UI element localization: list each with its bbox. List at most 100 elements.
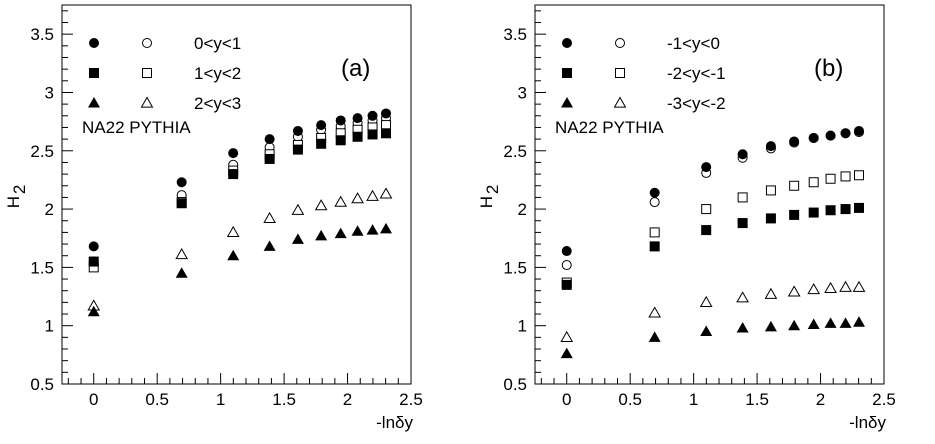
data-point-filled-triangle xyxy=(736,322,749,333)
annotation-generators: NA22 PYTHIA xyxy=(555,118,664,137)
data-point-filled-square xyxy=(561,279,572,290)
panel-label: (a) xyxy=(341,55,370,82)
data-point-filled-square xyxy=(88,256,99,267)
y-axis-title-subscript: 2 xyxy=(483,185,502,194)
data-point-filled-circle xyxy=(808,132,819,143)
legend-open-circle-marker xyxy=(142,38,152,48)
y-tick-label: 3 xyxy=(518,83,527,102)
data-point-filled-circle xyxy=(292,125,303,136)
legend-filled-square-marker xyxy=(89,68,99,78)
data-point-open-square xyxy=(701,204,712,215)
x-tick-label: 0 xyxy=(562,390,571,409)
legend-open-triangle-marker xyxy=(140,96,154,108)
data-point-filled-square xyxy=(825,205,836,216)
data-point-filled-triangle xyxy=(263,240,276,251)
y-tick-label: 0.5 xyxy=(30,375,54,394)
y-tick-label: 3.5 xyxy=(503,25,527,44)
x-axis-title: -lnδy xyxy=(376,413,413,432)
data-point-open-square xyxy=(840,171,851,182)
y-axis-title: H xyxy=(4,196,23,208)
data-point-filled-triangle xyxy=(291,233,304,244)
plot-frame xyxy=(534,4,885,385)
data-point-filled-circle xyxy=(561,246,572,257)
y-tick-label: 2.5 xyxy=(503,142,527,161)
data-point-filled-square xyxy=(335,135,346,146)
x-tick-label: 1.5 xyxy=(272,390,296,409)
x-tick-label: 0.5 xyxy=(618,390,642,409)
data-point-filled-square xyxy=(808,207,819,218)
data-point-open-circle xyxy=(649,197,660,208)
data-point-filled-square xyxy=(316,138,327,149)
data-point-filled-square xyxy=(789,209,800,220)
legend-label: 0<y<1 xyxy=(194,34,241,53)
data-point-filled-square xyxy=(367,129,378,140)
x-tick-label: 2.5 xyxy=(399,390,423,409)
data-point-filled-triangle xyxy=(366,224,379,235)
y-tick-label: 2 xyxy=(45,200,54,219)
data-point-open-triangle xyxy=(175,248,189,260)
data-point-filled-triangle xyxy=(351,225,364,236)
data-point-filled-square xyxy=(701,225,712,236)
y-axis-title-group: H2 xyxy=(4,185,29,209)
legend-open-triangle-marker xyxy=(613,96,627,108)
data-point-filled-square xyxy=(352,131,363,142)
x-tick-label: 1 xyxy=(689,390,698,409)
data-point-filled-triangle xyxy=(648,331,661,342)
data-point-filled-triangle xyxy=(807,318,820,330)
data-point-open-triangle xyxy=(314,199,328,211)
data-point-filled-triangle xyxy=(824,317,837,328)
data-point-filled-circle xyxy=(264,134,275,145)
legend-filled-square-marker xyxy=(562,68,572,78)
data-point-open-triangle xyxy=(839,280,852,292)
data-point-filled-circle xyxy=(335,115,346,126)
data-point-filled-square xyxy=(840,204,851,215)
data-point-filled-circle xyxy=(380,108,391,119)
panel-a: 0 0.5 1 1.5 2 2.50.511.522.533.5-lnδyH2(a)0<y… xyxy=(4,4,423,432)
data-point-filled-square xyxy=(765,213,776,224)
data-point-open-triangle xyxy=(699,295,713,307)
data-point-open-triangle xyxy=(764,287,778,299)
data-point-filled-triangle xyxy=(764,320,777,332)
legend-filled-triangle-marker xyxy=(561,97,573,108)
data-point-filled-square xyxy=(176,198,187,209)
data-point-filled-circle xyxy=(352,113,363,124)
data-point-filled-square xyxy=(649,241,660,252)
y-tick-label: 3 xyxy=(45,83,54,102)
x-tick-label: 1.5 xyxy=(745,390,769,409)
panel-label: (b) xyxy=(814,55,843,82)
data-point-open-triangle xyxy=(736,291,749,303)
x-tick-label: 0.5 xyxy=(145,390,169,409)
data-point-open-triangle xyxy=(648,306,662,318)
panel-b: 0 0.5 1 1.5 2 2.50.511.522.533.5-lnδyH2(b)-1<… xyxy=(477,4,896,432)
y-axis-title-subscript: 2 xyxy=(10,185,29,194)
data-point-filled-triangle xyxy=(87,305,100,317)
data-point-filled-square xyxy=(853,202,864,213)
legend-label: -3<y<-2 xyxy=(667,94,726,113)
legend-open-circle-marker xyxy=(615,38,625,48)
data-point-filled-triangle xyxy=(700,325,713,337)
data-point-open-triangle xyxy=(787,285,801,297)
plot-frame xyxy=(61,4,412,385)
y-tick-label: 2 xyxy=(518,200,527,219)
data-point-open-triangle xyxy=(366,189,379,201)
data-point-filled-triangle xyxy=(788,319,801,331)
data-point-open-triangle xyxy=(824,281,837,294)
data-point-filled-square xyxy=(292,144,303,155)
data-point-open-triangle xyxy=(807,283,821,295)
data-point-filled-square xyxy=(264,153,275,164)
legend-label: -1<y<0 xyxy=(667,34,720,53)
legend-label: 2<y<3 xyxy=(194,94,241,113)
x-tick-label: 2 xyxy=(816,390,825,409)
legend-filled-circle-marker xyxy=(89,38,99,48)
data-point-filled-circle xyxy=(367,110,378,121)
x-tick-label: 0 xyxy=(89,390,98,409)
data-point-filled-circle xyxy=(840,128,851,139)
y-tick-label: 2.5 xyxy=(30,142,54,161)
data-point-open-square xyxy=(808,177,819,188)
data-point-filled-circle xyxy=(825,130,836,141)
data-point-filled-circle xyxy=(176,177,187,188)
data-point-open-square xyxy=(380,120,391,131)
data-point-open-triangle xyxy=(852,280,866,292)
data-point-filled-triangle xyxy=(334,227,347,239)
